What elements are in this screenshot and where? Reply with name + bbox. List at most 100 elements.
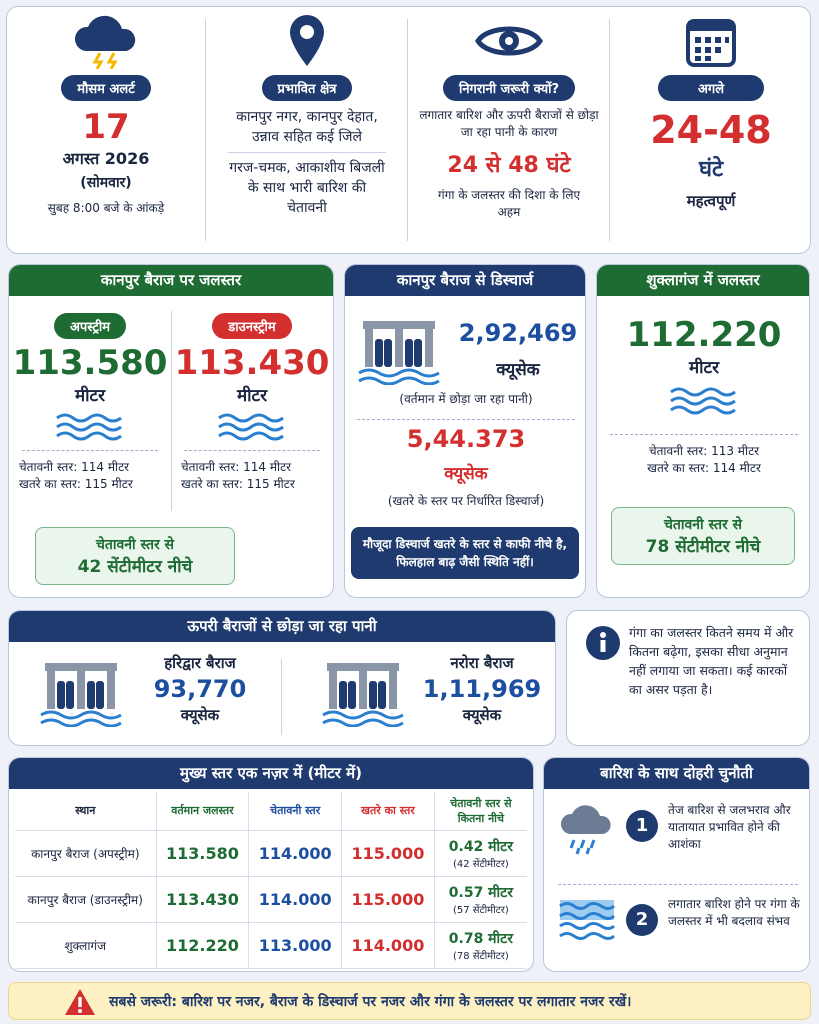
highlight: 24 से 48 घंटे bbox=[447, 153, 571, 178]
table-cell: 114.000 bbox=[248, 830, 343, 877]
warning-icon bbox=[65, 989, 95, 1015]
kanpur-level: कानपुर बैराज पर जलस्तर अपस्ट्रीम 113.580… bbox=[8, 264, 334, 598]
info-text: गंगा का जलस्तर कितने समय में और कितना बढ… bbox=[629, 625, 794, 697]
note: गंगा के जलस्तर की दिशा के लिए अहम bbox=[437, 188, 581, 219]
status: चेतावनी स्तर से 42 सेंटीमीटर नीचे bbox=[35, 527, 235, 585]
section-title: बारिश के साथ दोहरी चुनौती bbox=[544, 758, 809, 789]
barrage-discharge: 93,770 bbox=[153, 675, 247, 703]
cell-text: 114.000 bbox=[351, 935, 425, 955]
discharge: कानपुर बैराज से डिस्चार्ज 2,92,469 क्यूस… bbox=[344, 264, 586, 598]
cell-text: 0.78 मीटर bbox=[448, 930, 513, 947]
barrage-icon bbox=[39, 657, 123, 731]
unit: क्यूसेक bbox=[496, 360, 540, 380]
unit: मीटर bbox=[236, 386, 268, 406]
cell-text: 113.430 bbox=[166, 889, 239, 909]
barrage-name: हरिद्वार बैराज bbox=[164, 654, 236, 672]
danger-level: खतरे का स्तर: 114 मीटर bbox=[647, 461, 761, 475]
danger-note: (खतरे के स्तर पर निर्धारित डिस्चार्ज) bbox=[387, 494, 545, 508]
status-line: चेतावनी स्तर से bbox=[95, 537, 175, 553]
warning: गरज-चमक, आकाशीय बिजली के साथ भारी बारिश … bbox=[229, 160, 385, 216]
message: मौजूदा डिस्चार्ज खतरे के स्तर से काफी नी… bbox=[351, 527, 579, 579]
warning-level: चेतावनी स्तर: 114 मीटर bbox=[19, 460, 130, 474]
hours: 24-48 bbox=[650, 108, 772, 152]
footer: सबसे जरूरी: बारिश पर नजर, बैराज के डिस्च… bbox=[8, 982, 811, 1020]
item-number: 2 bbox=[626, 904, 658, 936]
unit: मीटर bbox=[688, 358, 720, 378]
cell-text: 0.57 मीटर bbox=[448, 884, 513, 901]
table-cell: 112.220 bbox=[156, 922, 250, 969]
barrage-icon bbox=[321, 657, 405, 731]
badge: प्रभावित क्षेत्र bbox=[261, 75, 353, 101]
table-cell: 0.57 मीटर (57 सेंटीमीटर) bbox=[434, 876, 527, 923]
section-title: मुख्य स्तर एक नज़र में (मीटर में) bbox=[9, 758, 533, 789]
day: 17 bbox=[82, 107, 130, 147]
table-row: कानपुर बैराज (अपस्ट्रीम) 113.580 114.000 11… bbox=[15, 830, 527, 877]
badge: निगरानी जरूरी क्यों? bbox=[442, 75, 576, 101]
area-column: प्रभावित क्षेत्र कानपुर नगर, कानपुर देहा… bbox=[217, 13, 397, 218]
cell-text: 0.42 मीटर bbox=[448, 838, 513, 855]
table-cell: 0.78 मीटर (78 सेंटीमीटर) bbox=[434, 922, 527, 969]
wave-icon bbox=[218, 413, 284, 441]
table-cell: 113.430 bbox=[156, 876, 250, 923]
warning-level: चेतावनी स्तर: 113 मीटर bbox=[648, 444, 760, 458]
table: स्थान वर्तमान जलस्तर चेतावनी स्तर खतरे का स… bbox=[15, 792, 527, 969]
column-header: खतरे का स्तर bbox=[341, 792, 435, 831]
weekday: (सोमवार) bbox=[80, 175, 132, 191]
challenge: बारिश के साथ दोहरी चुनौती 1 तेज बारिश से … bbox=[543, 757, 810, 972]
current-discharge: 2,92,469 bbox=[458, 319, 578, 347]
flood-icon bbox=[559, 900, 616, 940]
current-note: (वर्तमान में छोड़ा जा रहा पानी) bbox=[399, 392, 533, 406]
status: चेतावनी स्तर से 78 सेंटीमीटर नीचे bbox=[611, 507, 795, 565]
level: 113.430 bbox=[174, 343, 330, 383]
why-column: निगरानी जरूरी क्यों? लगातार बारिश और ऊपर… bbox=[413, 13, 605, 221]
table-cell: कानपुर बैराज (डाउनस्ट्रीम) bbox=[15, 876, 157, 923]
upstream: अपस्ट्रीम 113.580 मीटर चेतावनी स्तर: 114… bbox=[13, 313, 167, 493]
section-title: शुक्लागंज में जलस्तर bbox=[597, 265, 809, 296]
pin-icon bbox=[290, 15, 324, 66]
item-text: लगातार बारिश होने पर गंगा के जलस्तर में … bbox=[668, 897, 800, 928]
table-row: कानपुर बैराज (डाउनस्ट्रीम) 113.430 114.000… bbox=[15, 876, 527, 923]
column-header: चेतावनी स्तर से कितना नीचे bbox=[434, 792, 527, 831]
cell-note: (42 सेंटीमीटर) bbox=[452, 858, 509, 870]
column-header: स्थान bbox=[15, 792, 157, 831]
table-cell: 113.000 bbox=[248, 922, 343, 969]
status-line: चेतावनी स्तर से bbox=[663, 517, 743, 533]
info: गंगा का जलस्तर कितने समय में और कितना बढ… bbox=[566, 610, 810, 746]
badge: अगले bbox=[657, 75, 765, 101]
cell-text: कानपुर बैराज (डाउनस्ट्रीम) bbox=[27, 892, 143, 907]
cell-text: 113.000 bbox=[258, 935, 332, 955]
level: 113.580 bbox=[12, 343, 168, 383]
downstream: डाउनस्ट्रीम 113.430 मीटर चेतावनी स्तर: 1… bbox=[175, 313, 329, 493]
table-cell: 114.000 bbox=[248, 876, 343, 923]
places: कानपुर नगर, कानपुर देहात, उन्नाव सहित कई… bbox=[236, 109, 378, 145]
barrage: हरिद्वार बैराज 93,770 क्यूसेक bbox=[135, 653, 265, 725]
unit: क्यूसेक bbox=[180, 706, 220, 724]
cell-text: 114.000 bbox=[258, 889, 332, 909]
status-line: 78 सेंटीमीटर नीचे bbox=[645, 537, 761, 557]
note: महत्वपूर्ण bbox=[686, 192, 736, 210]
section-title: कानपुर बैराज पर जलस्तर bbox=[9, 265, 333, 296]
unit: मीटर bbox=[74, 386, 106, 406]
barrage-icon bbox=[358, 321, 440, 385]
cell-text: 112.220 bbox=[166, 935, 239, 955]
item-number: 1 bbox=[626, 810, 658, 842]
table-cell: शुक्लागंज bbox=[15, 922, 157, 969]
status-line: 42 सेंटीमीटर नीचे bbox=[77, 557, 193, 577]
header-row: स्थान वर्तमान जलस्तर चेतावनी स्तर खतरे का स… bbox=[15, 792, 527, 831]
badge: मौसम अलर्ट bbox=[61, 75, 151, 101]
table-row: शुक्लागंज 112.220 113.000 114.000 0.78 मीटर (… bbox=[15, 922, 527, 969]
cell-text: 113.580 bbox=[166, 843, 239, 863]
label: अपस्ट्रीम bbox=[53, 313, 127, 339]
wave-icon bbox=[56, 413, 122, 441]
unit: क्यूसेक bbox=[444, 464, 488, 484]
cell-text: कानपुर बैराज (अपस्ट्रीम) bbox=[31, 846, 140, 861]
barrage-discharge: 1,11,969 bbox=[422, 675, 542, 703]
danger-level: खतरे का स्तर: 115 मीटर bbox=[19, 477, 133, 491]
cell-text: 115.000 bbox=[351, 843, 425, 863]
cell-note: (78 सेंटीमीटर) bbox=[452, 950, 509, 962]
barrage: नरोरा बैराज 1,11,969 क्यूसेक bbox=[417, 653, 547, 725]
info-icon bbox=[586, 626, 620, 660]
table-cell: कानपुर बैराज (अपस्ट्रीम) bbox=[15, 830, 157, 877]
top-panel: मौसम अलर्ट 17 अगस्त 2026 (सोमवार) सुबह 8… bbox=[6, 6, 811, 254]
